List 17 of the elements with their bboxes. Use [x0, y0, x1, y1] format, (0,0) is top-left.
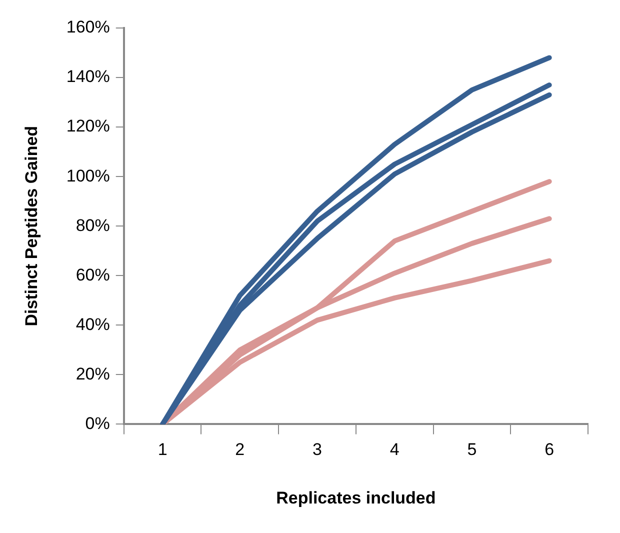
y-tick-label: 20%: [76, 364, 110, 384]
x-tick-label: 1: [158, 440, 168, 460]
y-tick-label: 0%: [85, 414, 110, 433]
y-tick-label: 80%: [76, 216, 110, 235]
y-tick-label: 60%: [76, 265, 110, 284]
y-axis-title: Distinct Peptides Gained: [22, 126, 41, 326]
x-tick-label: 2: [235, 440, 245, 460]
x-tick-label: 3: [312, 440, 322, 460]
x-tick-label: 5: [467, 440, 477, 460]
x-tick-label: 4: [390, 440, 400, 460]
y-tick-label: 140%: [66, 67, 110, 86]
y-tick-label: 160%: [66, 18, 110, 37]
y-tick-label: 120%: [66, 116, 110, 136]
x-axis-title: Replicates included: [276, 488, 436, 508]
x-tick-label: 6: [544, 440, 554, 460]
y-tick-label: 40%: [76, 314, 110, 334]
y-tick-label: 100%: [66, 166, 110, 186]
